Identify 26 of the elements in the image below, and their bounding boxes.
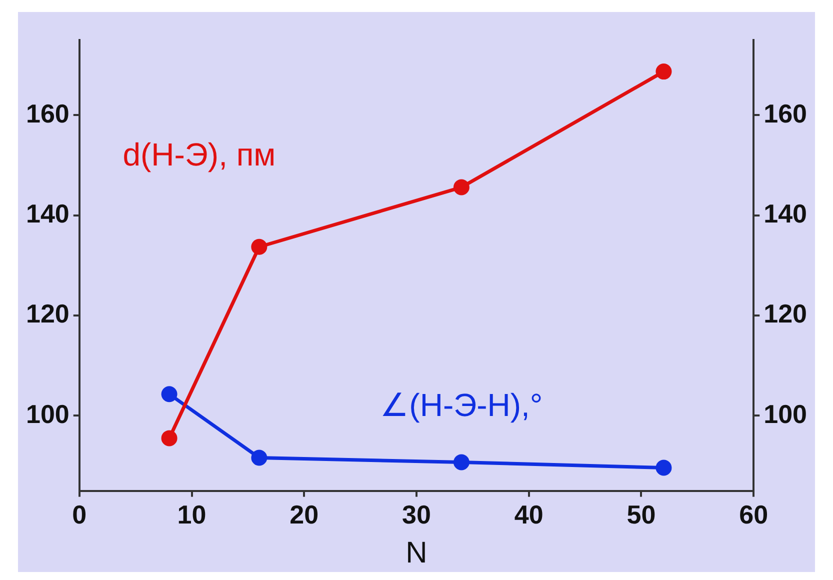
y2-tick-label: 140 bbox=[764, 198, 808, 228]
point bbox=[161, 386, 178, 402]
point bbox=[656, 64, 672, 80]
y-tick-label: 120 bbox=[26, 298, 70, 329]
series-label: ∠(H-Э-H),° bbox=[380, 387, 543, 424]
x-tick-label: 10 bbox=[177, 500, 206, 530]
y2-tick-label: 100 bbox=[764, 398, 808, 429]
point bbox=[251, 450, 268, 466]
x-tick-label: 50 bbox=[626, 500, 656, 530]
text: d(H-Э), пм bbox=[122, 136, 276, 173]
point bbox=[161, 430, 178, 446]
y-tick-label: 140 bbox=[26, 198, 70, 228]
y-tick-label: 100 bbox=[26, 398, 70, 429]
x-axis-title: N bbox=[406, 536, 428, 570]
y2-tick-label: 160 bbox=[764, 98, 808, 128]
x-tick-label: 0 bbox=[72, 500, 87, 530]
y2-tick-label: 120 bbox=[764, 298, 808, 329]
point bbox=[251, 238, 268, 255]
x-tick-label: 30 bbox=[402, 500, 431, 530]
point bbox=[453, 179, 470, 196]
point bbox=[656, 460, 672, 476]
x-tick-label: 40 bbox=[514, 500, 544, 530]
x-tick-label: 20 bbox=[290, 500, 319, 530]
point bbox=[453, 454, 470, 470]
y-tick-label: 160 bbox=[26, 98, 70, 128]
x-tick-label: 60 bbox=[739, 500, 768, 530]
